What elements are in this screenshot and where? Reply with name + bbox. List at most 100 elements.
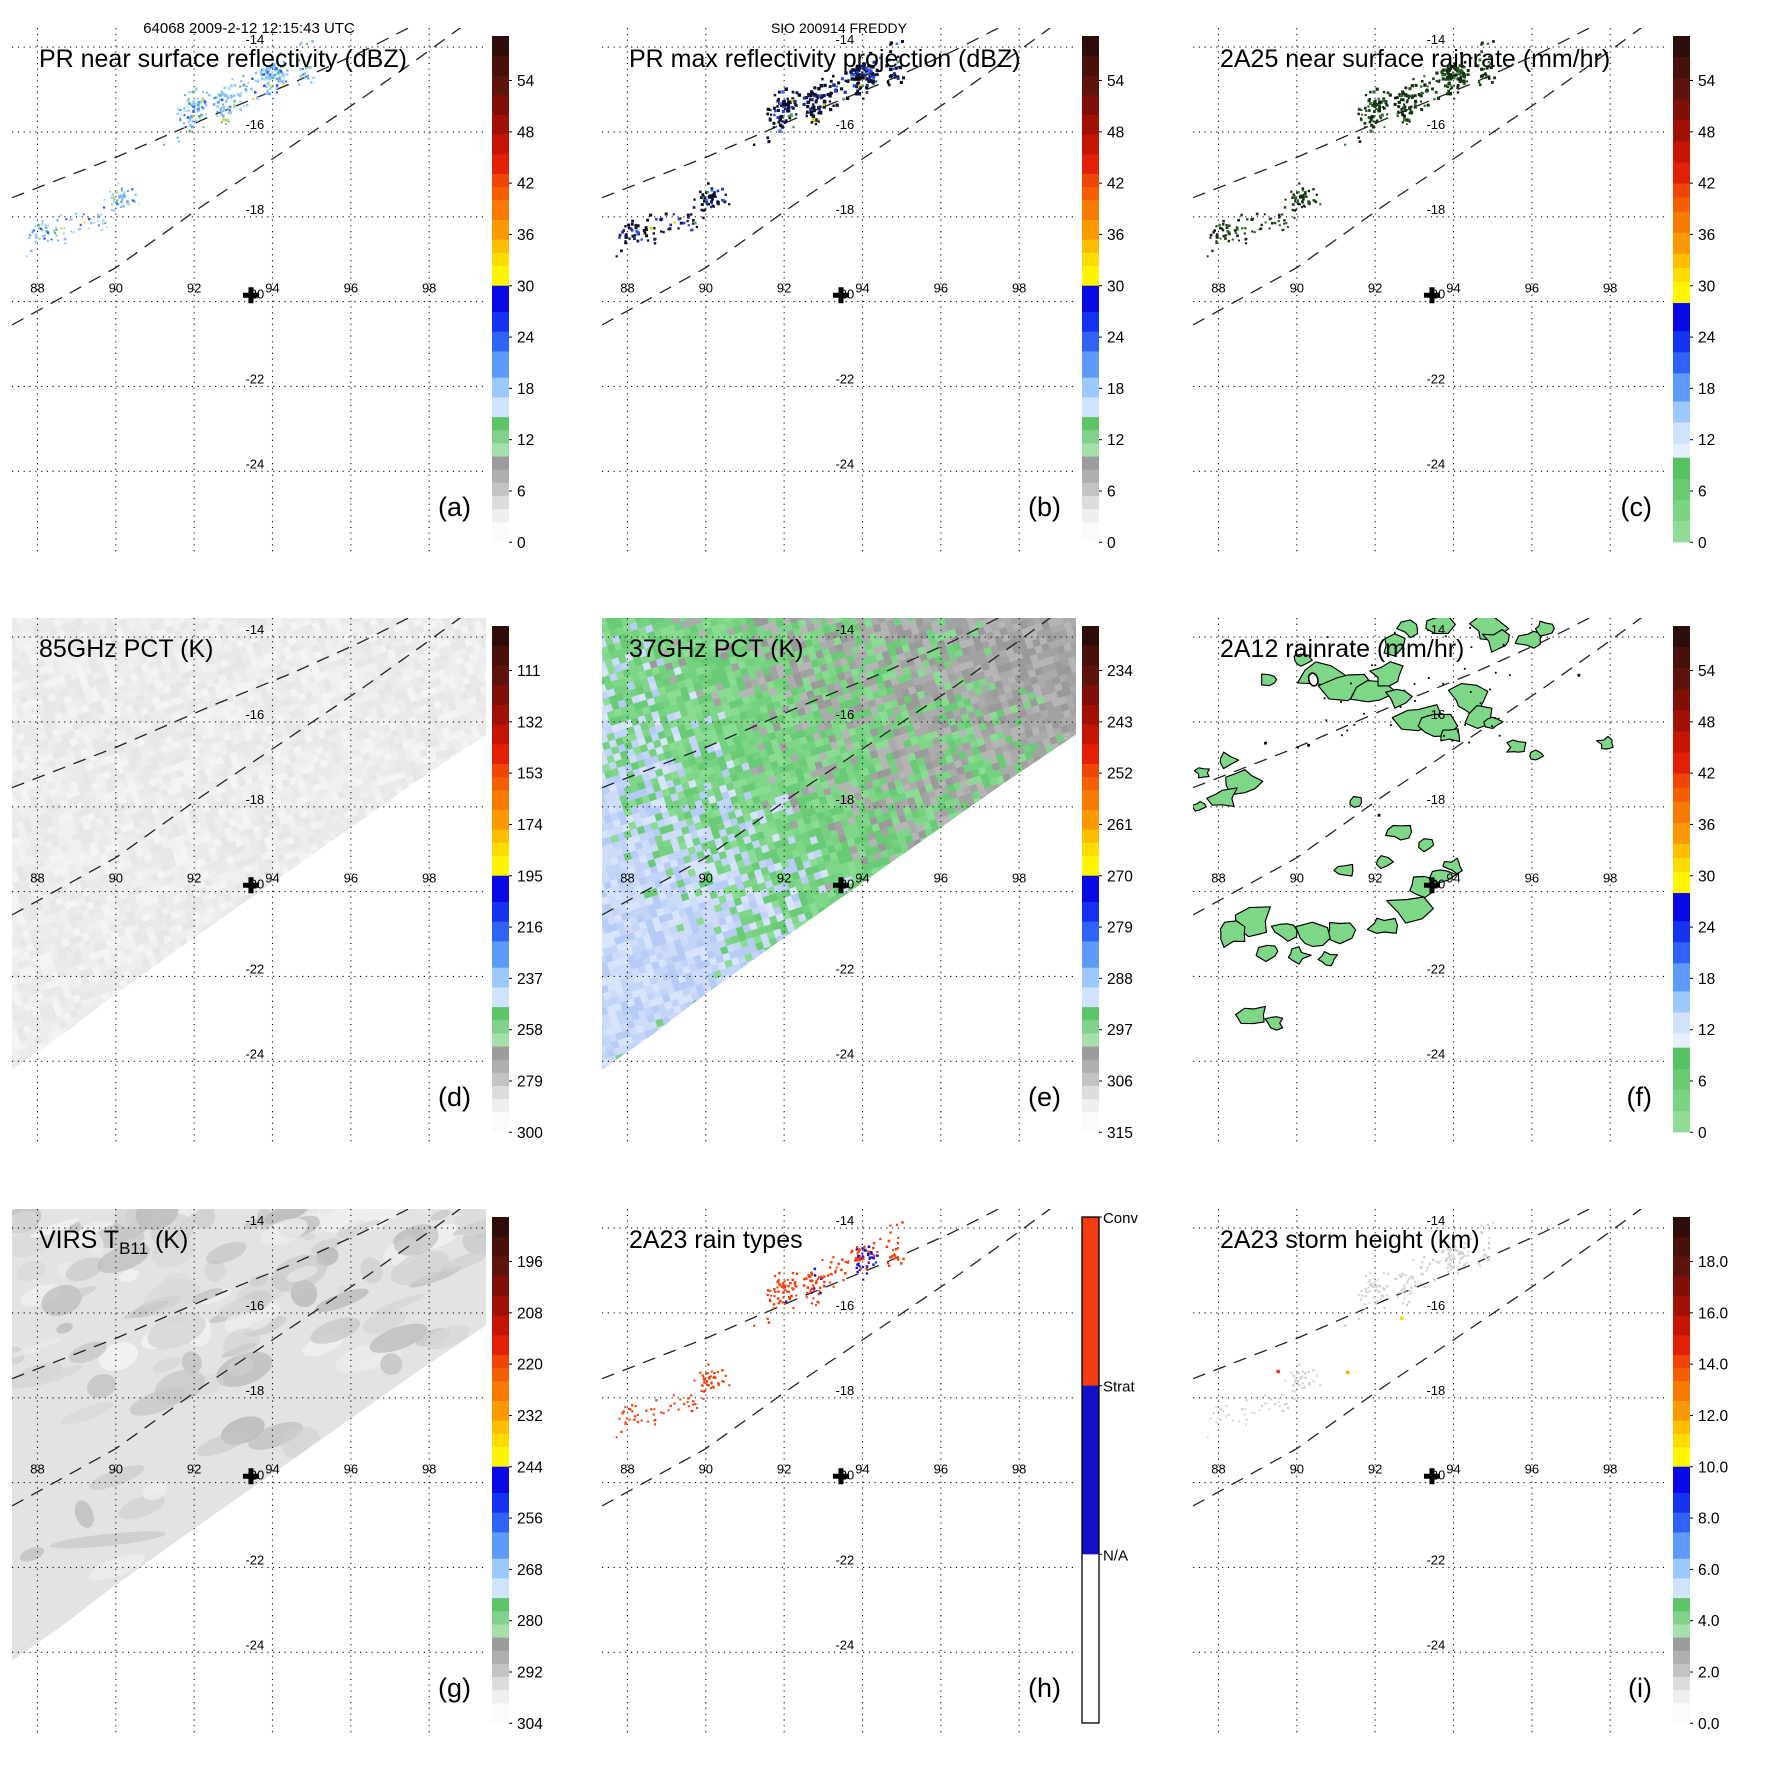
colorbar-segment — [491, 482, 509, 497]
colorbar-segment — [1672, 162, 1690, 184]
colorbar-segment — [1672, 1492, 1690, 1513]
colorbar-segment — [491, 173, 509, 188]
colorbar-segment — [1672, 1047, 1690, 1070]
colorbar-segment — [491, 35, 509, 57]
colorbar-tick-label: 174 — [517, 817, 543, 834]
colorbar-segment — [491, 941, 509, 969]
swath-edge-lines — [1192, 1208, 1642, 1507]
colorbar-segment — [1082, 219, 1100, 241]
colorbar-tick-label: 216 — [517, 920, 543, 937]
colorbar-segment — [1672, 1420, 1690, 1434]
colorbar-segment — [491, 1334, 509, 1356]
colorbar-segment — [491, 1256, 509, 1277]
lon-tick-label: 88 — [1211, 871, 1225, 886]
colorbar-tick-label: 24 — [1107, 330, 1125, 347]
colorbar-tick-label: 14.0 — [1698, 1356, 1728, 1373]
colorbar-segment — [491, 902, 509, 923]
colorbar-segment — [1082, 810, 1100, 831]
colorbar-segment — [491, 154, 509, 175]
colorbar-segment — [491, 134, 509, 155]
lat-tick-label: -22 — [836, 371, 855, 386]
colorbar-segment — [1672, 752, 1690, 775]
lat-tick-label: -14 — [1426, 1213, 1445, 1228]
colorbar-segment — [491, 200, 509, 221]
graticule — [11, 1208, 486, 1735]
swath-edge-line — [602, 618, 1001, 789]
lat-tick-label: -22 — [245, 371, 264, 386]
lat-tick-label: -16 — [836, 707, 855, 722]
swath-edge-line — [11, 618, 462, 916]
colorbar-segment — [1082, 922, 1100, 943]
lat-tick-label: -16 — [836, 1298, 855, 1313]
colorbar-segment — [1672, 823, 1690, 845]
swath-edge-line — [1192, 618, 1642, 916]
colorbar-segment — [1672, 1558, 1690, 1579]
lat-tick-label: -18 — [1426, 1382, 1445, 1397]
colorbar-tick-label: 306 — [1107, 1074, 1133, 1091]
lat-tick-label: -14 — [1426, 32, 1445, 47]
colorbar-segment — [491, 744, 509, 765]
colorbar-segment — [1082, 830, 1100, 844]
colorbar-segment — [1672, 1069, 1690, 1091]
colorbar-tick-label: 153 — [517, 766, 543, 783]
data-layer-scatter — [25, 40, 315, 258]
colorbar-tick-label: 18.0 — [1698, 1254, 1728, 1271]
colorbar-segment — [1672, 1512, 1690, 1533]
swath-edge-line — [602, 27, 1001, 199]
colorbar-segment — [1082, 941, 1100, 969]
colorbar-segment — [491, 1512, 509, 1533]
colorbar-segment — [491, 1624, 509, 1638]
lon-tick-label: 94 — [265, 281, 279, 296]
colorbar-segment — [491, 55, 509, 76]
colorbar-segment — [491, 114, 509, 135]
colorbar-segment — [1082, 1385, 1100, 1555]
colorbar-segment — [491, 1676, 509, 1691]
colorbar-segment — [491, 1420, 509, 1434]
colorbar-segment — [1672, 858, 1690, 873]
colorbar-tick-label: 12 — [517, 432, 534, 449]
colorbar-segment — [1672, 183, 1690, 199]
colorbar-segment — [1082, 1216, 1100, 1386]
colorbar-tick-label: 24 — [517, 330, 535, 347]
colorbar-segment — [1672, 373, 1690, 402]
lon-tick-label: 90 — [1289, 281, 1303, 296]
swath-edge-line — [11, 1208, 462, 1507]
lon-tick-label: 98 — [422, 281, 436, 296]
colorbar-segment — [1082, 1033, 1100, 1048]
data-layer-swath-mosaic — [602, 618, 1077, 1071]
graticule — [11, 618, 486, 1145]
lat-tick-label: -14 — [245, 32, 264, 47]
lon-tick-label: 92 — [187, 871, 201, 886]
colorbar-segment — [1082, 626, 1100, 647]
panel-title: 2A23 storm height (km) — [1220, 1226, 1480, 1254]
colorbar-segment — [1672, 1433, 1690, 1448]
colorbar-segment — [1082, 685, 1100, 706]
lat-tick-label: -16 — [245, 117, 264, 132]
lon-tick-label: 92 — [1368, 1461, 1382, 1476]
colorbar-segment — [1082, 987, 1100, 1008]
colorbar-segment — [491, 843, 509, 857]
lon-tick-label: 92 — [187, 1461, 201, 1476]
colorbar-segment — [491, 1275, 509, 1296]
colorbar-tick-label: Conv — [1103, 1210, 1138, 1227]
colorbar-tick-label: 12.0 — [1698, 1408, 1728, 1425]
colorbar-segment — [1082, 1046, 1100, 1061]
lat-tick-label: -22 — [245, 962, 264, 977]
lon-tick-label: 88 — [1211, 281, 1225, 296]
lon-tick-label: 96 — [934, 1461, 948, 1476]
colorbar-segment — [1672, 893, 1690, 922]
colorbar-segment — [1082, 239, 1100, 254]
colorbar-segment — [1082, 173, 1100, 188]
colorbar-segment — [491, 830, 509, 844]
colorbar-segment — [1082, 351, 1100, 379]
colorbar-tick-label: 111 — [517, 663, 541, 680]
colorbar-tick-label: 24 — [1698, 920, 1716, 937]
colorbar-segment — [1082, 744, 1100, 765]
colorbar-tick-label: 24 — [1698, 330, 1716, 347]
colorbar-tick-label: 279 — [1107, 920, 1133, 937]
